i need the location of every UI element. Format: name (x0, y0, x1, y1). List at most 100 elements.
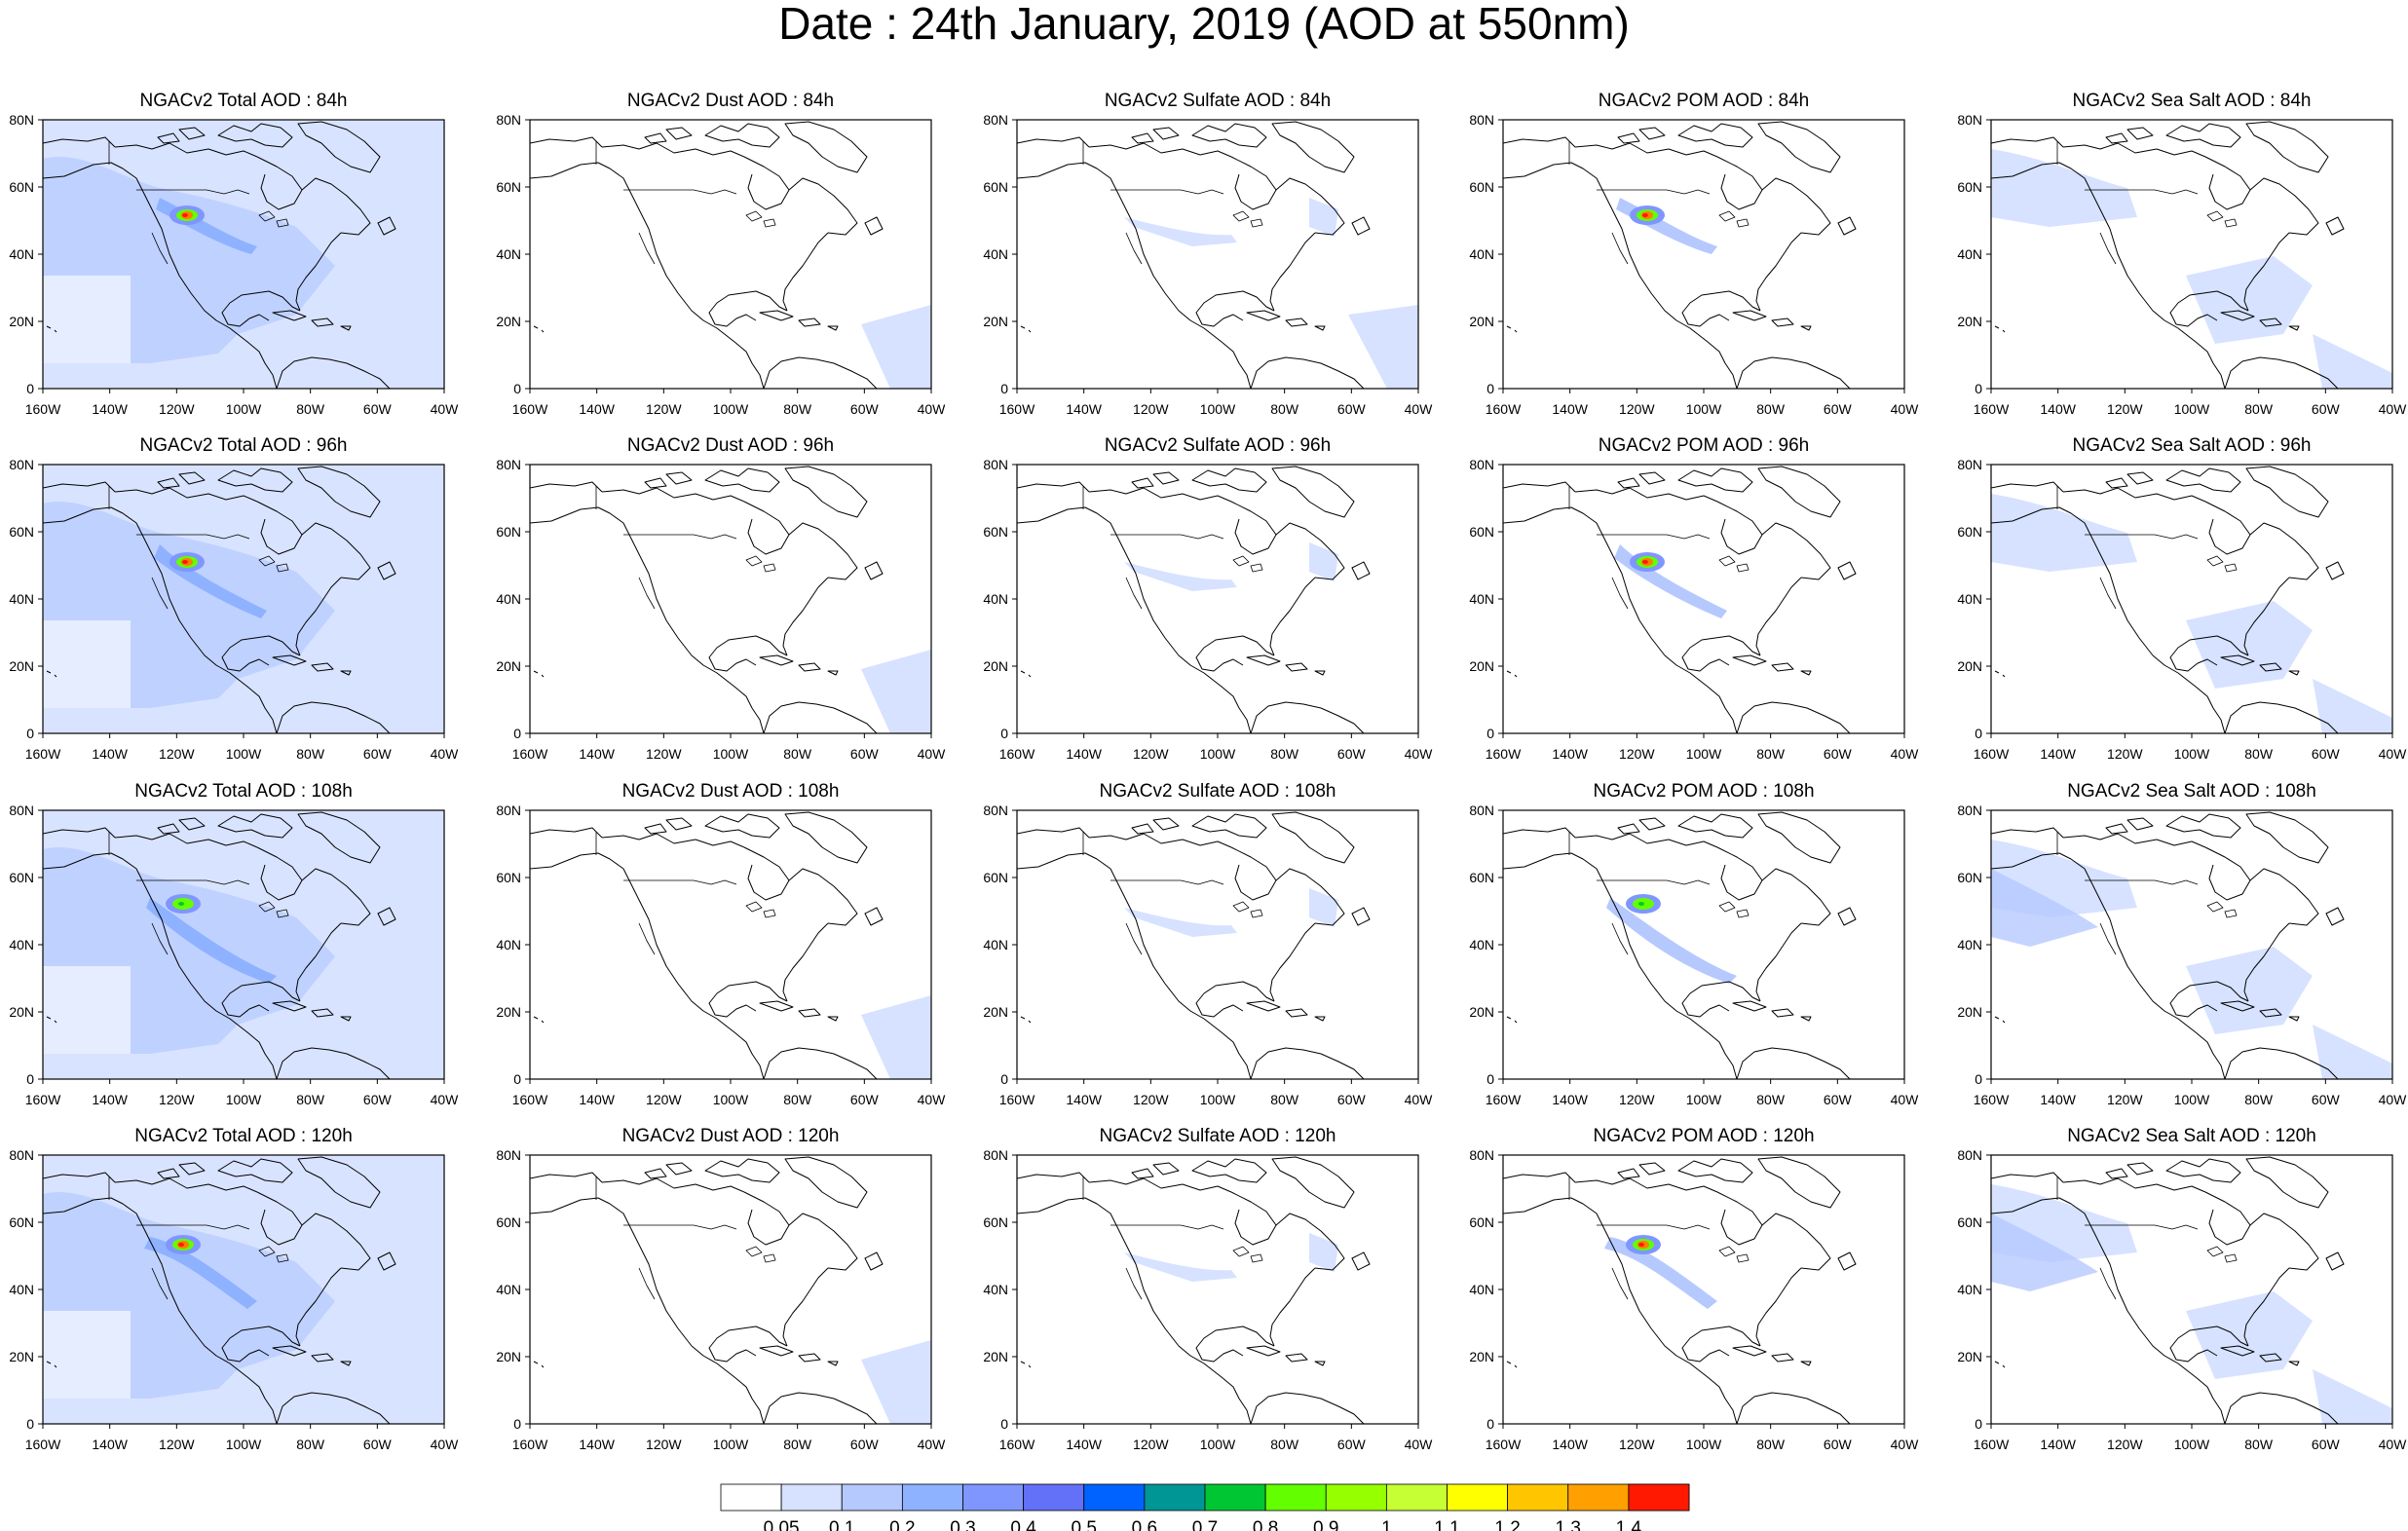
lon-tick-label: 140W (1552, 746, 1588, 762)
lat-tick-label: 40N (983, 246, 1008, 262)
coastline (1503, 466, 1857, 733)
lon-tick-label: 120W (646, 746, 682, 762)
lat-tick-label: 20N (496, 1004, 521, 1020)
colorbar-box (841, 1483, 903, 1512)
lon-tick-label: 100W (1686, 1092, 1722, 1107)
lon-tick-label: 160W (25, 401, 61, 417)
lat-tick-label: 40N (1957, 1282, 1982, 1297)
colorbar-label: 0.5 (1072, 1518, 1097, 1531)
lon-tick-label: 60W (2312, 746, 2341, 762)
lon-tick-label: 100W (2174, 1437, 2210, 1452)
lon-tick-label: 140W (1066, 401, 1102, 417)
lat-tick-label: 40N (496, 591, 521, 607)
lat-tick-label: 20N (1469, 1004, 1494, 1020)
lon-tick-label: 60W (363, 1437, 393, 1452)
panel-title: NGACv2 POM AOD : 120h (1593, 1126, 1814, 1146)
lon-tick-label: 60W (2312, 1092, 2341, 1107)
lon-tick-label: 100W (2174, 1092, 2210, 1107)
colorbar-label: 0.9 (1313, 1518, 1338, 1531)
lon-tick-label: 40W (918, 746, 947, 762)
colorbar-label: 0.7 (1192, 1518, 1218, 1531)
lat-tick-label: 40N (1469, 591, 1494, 607)
colorbar-box (962, 1483, 1025, 1512)
colorbar-label: 0.2 (889, 1518, 915, 1531)
lat-tick-label: 40N (9, 937, 34, 952)
lon-tick-label: 80W (1270, 746, 1299, 762)
lat-tick-label: 80N (1957, 803, 1982, 818)
lat-tick-label: 60N (1469, 179, 1494, 195)
colorbar-label: 0.4 (1010, 1518, 1036, 1531)
lat-tick-label: 40N (9, 1282, 34, 1297)
lon-tick-label: 40W (1405, 746, 1434, 762)
map-panel-sulfate-120h: NGACv2 Sulfate AOD : 120h 160W 140W 120W 100… (983, 1126, 1433, 1452)
lat-tick-label: 0 (1975, 381, 1982, 396)
lon-tick-label: 40W (1891, 1437, 1920, 1452)
lon-tick-label: 60W (1337, 746, 1367, 762)
lon-tick-label: 80W (1756, 401, 1786, 417)
lon-tick-label: 120W (1619, 401, 1655, 417)
lon-tick-label: 100W (226, 1092, 262, 1107)
lon-tick-label: 60W (363, 1092, 393, 1107)
lon-tick-label: 60W (1824, 746, 1853, 762)
lat-tick-label: 40N (1957, 246, 1982, 262)
lon-tick-label: 140W (92, 401, 128, 417)
lon-tick-label: 140W (1066, 1437, 1102, 1452)
coastline (530, 466, 884, 733)
map-frame (529, 1154, 932, 1425)
map-panel-total-120h: NGACv2 Total AOD : 120h 160W 140W 120W 100W 8… (9, 1126, 459, 1452)
colorbar-box (1447, 1483, 1509, 1512)
lat-tick-label: 0 (1486, 726, 1494, 741)
aod-field (1991, 1184, 2392, 1424)
lat-tick-label: 20N (496, 314, 521, 329)
panel-title: NGACv2 Sulfate AOD : 108h (1100, 781, 1336, 802)
lon-tick-label: 140W (92, 1437, 128, 1452)
lat-tick-label: 40N (1469, 1282, 1494, 1297)
map-panel-dust-108h: NGACv2 Dust AOD : 108h 160W 140W 120W 100W 80… (496, 781, 946, 1107)
panel-title: NGACv2 Total AOD : 120h (134, 1126, 353, 1146)
coastline (1503, 121, 1857, 389)
lon-tick-label: 100W (1200, 746, 1236, 762)
lat-tick-label: 20N (496, 658, 521, 674)
lat-tick-label: 40N (1469, 937, 1494, 952)
lon-tick-label: 100W (226, 401, 262, 417)
coastline (530, 1156, 884, 1424)
lat-tick-label: 40N (496, 246, 521, 262)
lon-tick-label: 40W (2379, 401, 2408, 417)
lat-tick-label: 60N (1469, 870, 1494, 885)
lat-tick-label: 60N (1957, 870, 1982, 885)
lat-tick-label: 80N (983, 1147, 1008, 1163)
panel-title: NGACv2 POM AOD : 96h (1599, 435, 1809, 456)
lat-tick-label: 20N (983, 1004, 1008, 1020)
map-frame (529, 464, 932, 734)
aod-field (43, 810, 444, 1079)
lon-tick-label: 160W (1486, 1092, 1522, 1107)
panel-title: NGACv2 Sea Salt AOD : 120h (2067, 1126, 2316, 1146)
lat-tick-label: 60N (1469, 524, 1494, 540)
lat-tick-label: 20N (983, 314, 1008, 329)
lat-tick-label: 20N (1957, 314, 1982, 329)
lon-tick-label: 80W (783, 1092, 812, 1107)
lon-tick-label: 160W (1486, 746, 1522, 762)
lon-tick-label: 60W (363, 746, 393, 762)
lon-tick-label: 160W (512, 1092, 548, 1107)
aod-field (861, 995, 931, 1079)
lon-tick-label: 60W (850, 1437, 880, 1452)
coastline (1017, 811, 1371, 1079)
lon-tick-label: 140W (579, 1437, 615, 1452)
aod-field (1606, 894, 1737, 984)
coastline (530, 121, 884, 389)
lat-tick-label: 20N (1957, 658, 1982, 674)
lat-tick-label: 80N (9, 457, 34, 472)
map-panel-pom-120h: NGACv2 POM AOD : 120h 160W 140W 120W 100W 80W… (1469, 1126, 1919, 1452)
lat-tick-label: 20N (9, 1349, 34, 1364)
lon-tick-label: 120W (159, 1092, 195, 1107)
colorbar-label: 1 (1381, 1518, 1392, 1531)
lon-tick-label: 80W (2244, 1092, 2274, 1107)
panel-title: NGACv2 POM AOD : 108h (1593, 781, 1814, 802)
lon-tick-label: 140W (2040, 401, 2076, 417)
figure-title: Date : 24th January, 2019 (AOD at 550nm) (778, 0, 1630, 49)
lon-tick-label: 160W (1974, 746, 2010, 762)
panel-title: NGACv2 Dust AOD : 96h (627, 435, 834, 456)
lon-tick-label: 80W (296, 401, 325, 417)
